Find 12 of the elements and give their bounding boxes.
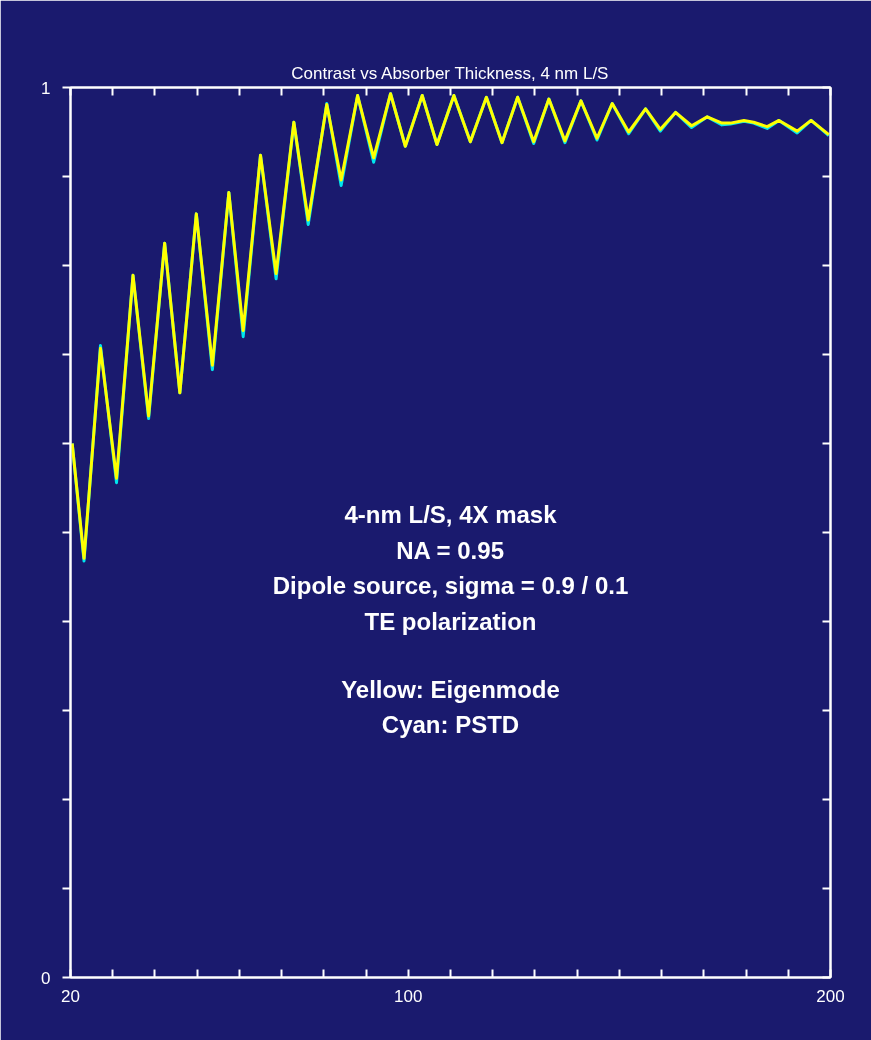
x-tick-label: 200 [816,986,845,1006]
annotation: Cyan: PSTD [381,711,520,739]
y-tick-label: 0 [41,968,51,988]
chart-title: Contrast vs Absorber Thickness, 4 nm L/S [291,63,609,83]
annotation: Yellow: Eigenmode [341,675,560,703]
annotation: NA = 0.95 [396,536,504,564]
annotation: Dipole source, sigma = 0.9 / 0.1 [272,572,629,600]
x-tick-label: 100 [394,986,423,1006]
x-tick-label: 20 [61,986,80,1006]
annotation: 4-nm L/S, 4X mask [344,501,558,529]
y-tick-label: 1 [41,78,51,98]
annotation: TE polarization [364,608,537,635]
